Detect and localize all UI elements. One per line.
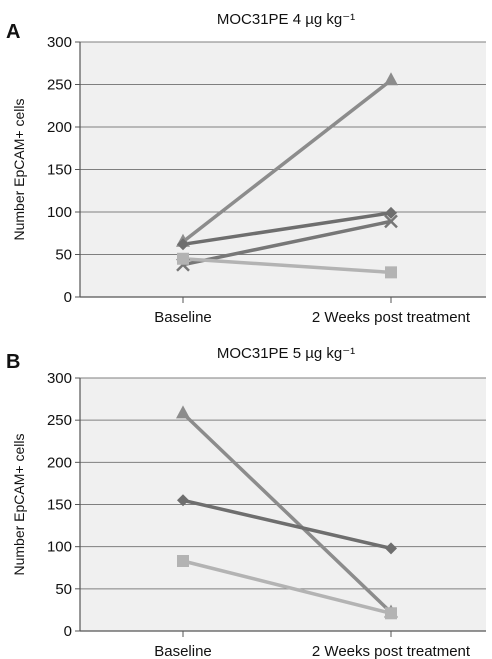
x-category-label-b-1: 2 Weeks post treatment [312, 643, 471, 659]
y-tick-label-a-150: 150 [47, 162, 72, 179]
y-tick-label-a-0: 0 [64, 289, 72, 306]
y-tick-label-a-250: 250 [47, 77, 72, 94]
data-point-a-diamond-0 [177, 238, 189, 251]
y-axis-label-b: Number EpCAM+ cells [11, 434, 27, 576]
y-tick-label-a-300: 300 [47, 34, 72, 51]
series-line-b-square [181, 559, 393, 616]
panel-letter-b: B [6, 351, 20, 373]
y-tick-label-a-200: 200 [47, 119, 72, 136]
data-point-a-square-0 [177, 252, 189, 265]
x-category-label-a-1: 2 Weeks post treatment [312, 309, 471, 326]
data-point-b-diamond-0 [177, 494, 189, 507]
y-tick-label-b-200: 200 [47, 454, 72, 471]
y-tick-label-b-0: 0 [64, 623, 72, 640]
data-point-a-triangle-1 [384, 72, 398, 86]
data-point-b-triangle-0 [176, 405, 190, 419]
chart-title-a: MOC31PE 4 µg kg⁻¹ [217, 11, 355, 28]
series-line-a-square [181, 257, 393, 275]
series-line-a-diamond [181, 211, 393, 247]
y-tick-label-b-50: 50 [55, 581, 72, 598]
y-tick-label-b-300: 300 [47, 370, 72, 387]
y-tick-label-a-50: 50 [55, 247, 72, 264]
data-point-b-square-1 [385, 607, 397, 620]
series-line-b-diamond [181, 498, 393, 551]
series-line-a-triangle [181, 78, 393, 244]
x-category-label-b-0: Baseline [154, 643, 212, 659]
data-point-a-x-1 [384, 214, 398, 229]
data-point-b-diamond-1 [385, 542, 397, 555]
data-point-a-square-1 [385, 266, 397, 279]
y-tick-label-b-150: 150 [47, 497, 72, 514]
x-category-label-a-0: Baseline [154, 309, 212, 326]
chart-title-b: MOC31PE 5 µg kg⁻¹ [217, 345, 355, 362]
chart-panel-a: 0 50 100 150 200 250 300 Baseline 2 Weeks post t… [6, 11, 486, 326]
panel-letter-a: A [6, 21, 20, 43]
series-line-a-x [181, 219, 393, 267]
y-tick-label-b-250: 250 [47, 412, 72, 429]
y-tick-label-a-100: 100 [47, 204, 72, 221]
data-point-a-diamond-1 [385, 206, 397, 219]
chart-panel-b: 0 50 100 150 200 250 300 Baseline 2 Weeks post t… [6, 345, 486, 659]
series-line-b-triangle [181, 411, 393, 615]
y-tick-label-b-100: 100 [47, 539, 72, 556]
data-point-b-square-0 [177, 555, 189, 568]
y-axis-label-a: Number EpCAM+ cells [11, 99, 27, 241]
